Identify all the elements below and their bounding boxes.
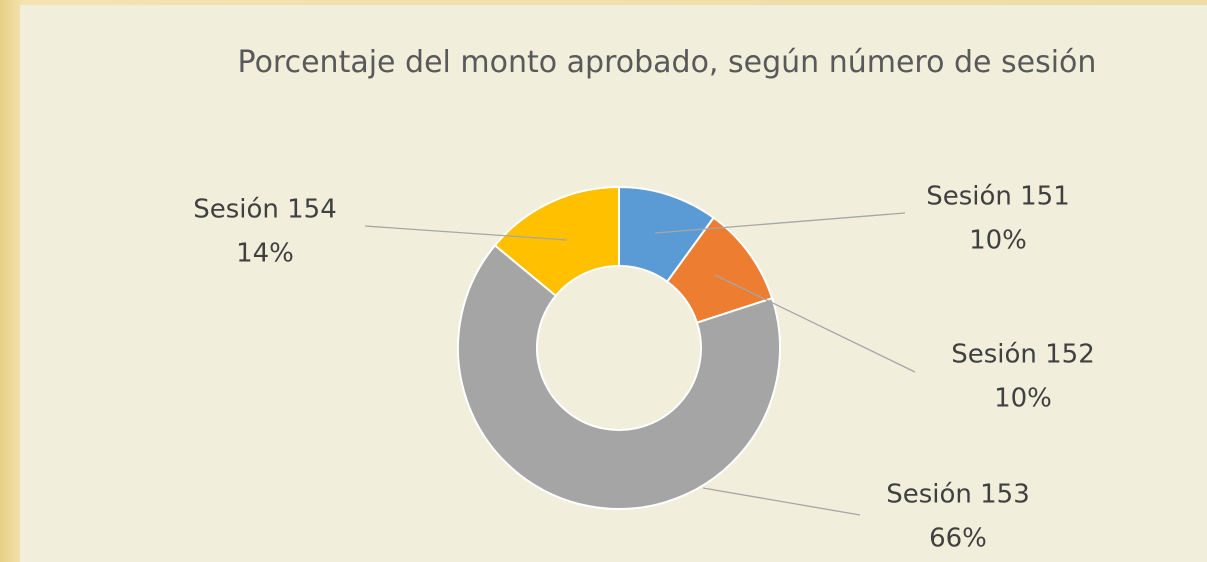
data-label-name: Sesión 153 — [886, 480, 1030, 510]
data-label-value: 10% — [969, 226, 1027, 256]
data-label-name: Sesión 152 — [951, 340, 1095, 370]
leader-line — [714, 274, 916, 373]
chart-title: Porcentaje del monto aprobado, según núm… — [237, 45, 1097, 80]
data-label-name: Sesión 151 — [926, 182, 1070, 212]
donut-slice — [493, 185, 620, 298]
data-label-name: Sesión 154 — [193, 195, 337, 225]
data-label-value: 14% — [236, 239, 294, 269]
leader-line — [702, 487, 861, 516]
leader-line — [364, 225, 568, 241]
leader-line — [654, 212, 906, 234]
data-label-value: 10% — [994, 384, 1052, 414]
donut-slice — [457, 243, 781, 510]
data-label-value: 66% — [929, 524, 987, 554]
